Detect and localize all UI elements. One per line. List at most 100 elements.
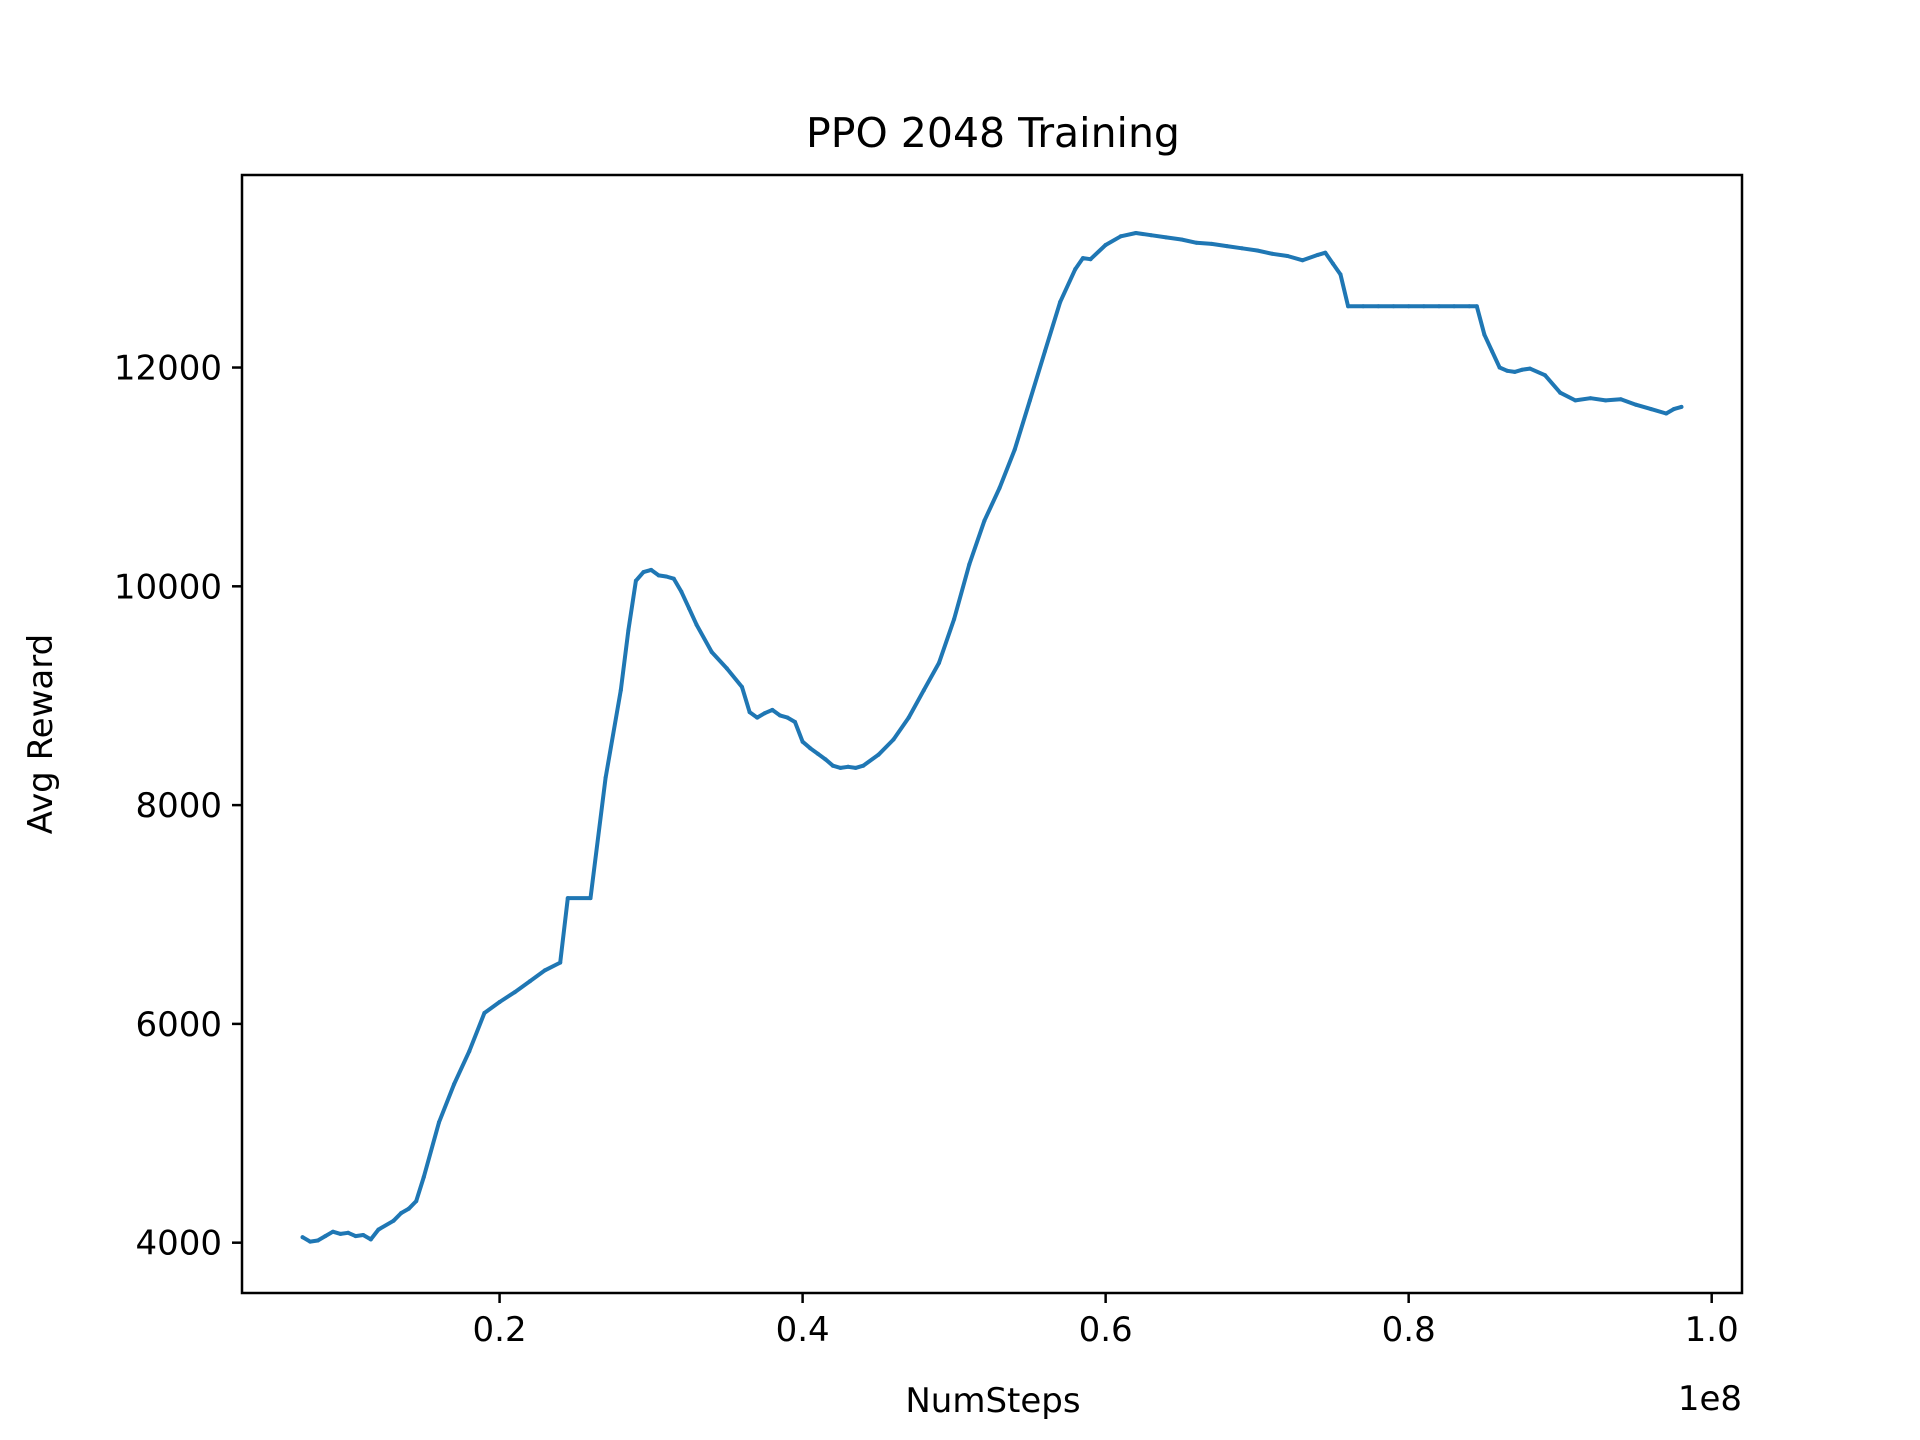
data-point [740, 685, 744, 689]
data-point [876, 752, 881, 757]
data-point [1164, 235, 1169, 240]
data-point [361, 1233, 366, 1237]
data-point [1133, 231, 1138, 235]
data-point [300, 1235, 305, 1240]
data-point [452, 1082, 457, 1087]
data-point [1285, 254, 1290, 258]
data-point [1270, 251, 1275, 256]
data-point [982, 518, 987, 523]
data-point [1588, 396, 1593, 401]
data-point [1664, 411, 1669, 416]
data-point [1671, 407, 1676, 412]
data-point [906, 715, 911, 720]
data-point [1679, 404, 1684, 409]
data-point [1323, 250, 1328, 255]
data-point [482, 1011, 487, 1015]
y-tick-label: 10000 [114, 567, 222, 607]
data-point [937, 660, 941, 665]
y-tick-label: 12000 [114, 349, 222, 389]
data-point [709, 650, 714, 654]
data-point [467, 1049, 472, 1054]
data-point [649, 567, 654, 572]
data-point [1209, 241, 1214, 246]
data-point [861, 763, 866, 768]
data-point [1543, 373, 1547, 378]
data-point [808, 746, 813, 751]
data-point [664, 574, 669, 579]
data-point [1505, 368, 1510, 373]
data-point [399, 1211, 404, 1216]
data-point [406, 1206, 411, 1211]
data-point [1452, 304, 1457, 309]
x-axis: 0.2 0.4 0.6 0.8 1.0 [473, 1293, 1739, 1350]
data-point [1618, 397, 1623, 402]
data-point [527, 979, 532, 984]
data-point [1406, 304, 1411, 309]
data-point [1376, 304, 1381, 309]
data-point [1088, 257, 1093, 262]
x-axis-offset-label: 1e8 [1678, 1379, 1742, 1419]
data-point [1300, 258, 1305, 263]
data-point [1633, 402, 1638, 407]
data-point [838, 765, 843, 770]
data-point [846, 764, 851, 769]
data-point [330, 1229, 335, 1234]
data-point [421, 1175, 426, 1179]
data-point [687, 606, 691, 611]
data-point [1603, 398, 1608, 403]
plot-area [240, 173, 1744, 1295]
data-point [543, 968, 547, 973]
data-point [656, 573, 661, 578]
data-point [1391, 304, 1396, 309]
data-point [1338, 272, 1343, 277]
data-point [724, 666, 729, 671]
y-tick-label: 4000 [135, 1224, 222, 1264]
data-point [967, 562, 972, 567]
data-point [1490, 349, 1494, 354]
data-point [1149, 233, 1154, 238]
data-point [588, 896, 593, 901]
x-tick-label: 0.6 [1079, 1310, 1133, 1350]
data-point [1474, 304, 1479, 309]
data-point [891, 737, 896, 742]
data-point [641, 570, 646, 575]
data-point [694, 622, 699, 627]
data-point [437, 1120, 441, 1125]
x-axis-title: NumSteps [905, 1381, 1080, 1421]
data-point [308, 1239, 313, 1244]
data-point [391, 1218, 396, 1223]
y-tick-label: 6000 [135, 1005, 222, 1045]
data-point [1240, 246, 1244, 251]
data-point [777, 713, 782, 718]
data-point [800, 739, 805, 744]
data-point [368, 1237, 373, 1242]
x-tick-label: 0.2 [473, 1310, 527, 1350]
data-point [952, 617, 957, 622]
data-point [1649, 407, 1654, 412]
data-point [1080, 256, 1085, 261]
data-point [1255, 248, 1260, 253]
data-point [1012, 447, 1017, 452]
data-point [853, 765, 858, 770]
data-point [558, 960, 563, 965]
data-point [1058, 299, 1063, 304]
data-point [1027, 398, 1032, 403]
data-point [1497, 365, 1502, 370]
data-point [565, 896, 570, 901]
data-point [1361, 304, 1366, 309]
data-point [618, 688, 623, 693]
data-point [1558, 390, 1563, 395]
data-point [603, 775, 608, 780]
data-point [1467, 304, 1472, 309]
data-point [1573, 398, 1578, 403]
data-point [921, 688, 926, 693]
x-tick-label: 0.4 [776, 1310, 830, 1350]
data-point [633, 578, 638, 583]
data-point [512, 990, 517, 995]
data-point [376, 1227, 381, 1232]
data-point [1527, 366, 1532, 371]
data-point [997, 485, 1002, 490]
data-point [1482, 332, 1487, 337]
data-point [1118, 234, 1123, 239]
data-point [762, 711, 767, 716]
